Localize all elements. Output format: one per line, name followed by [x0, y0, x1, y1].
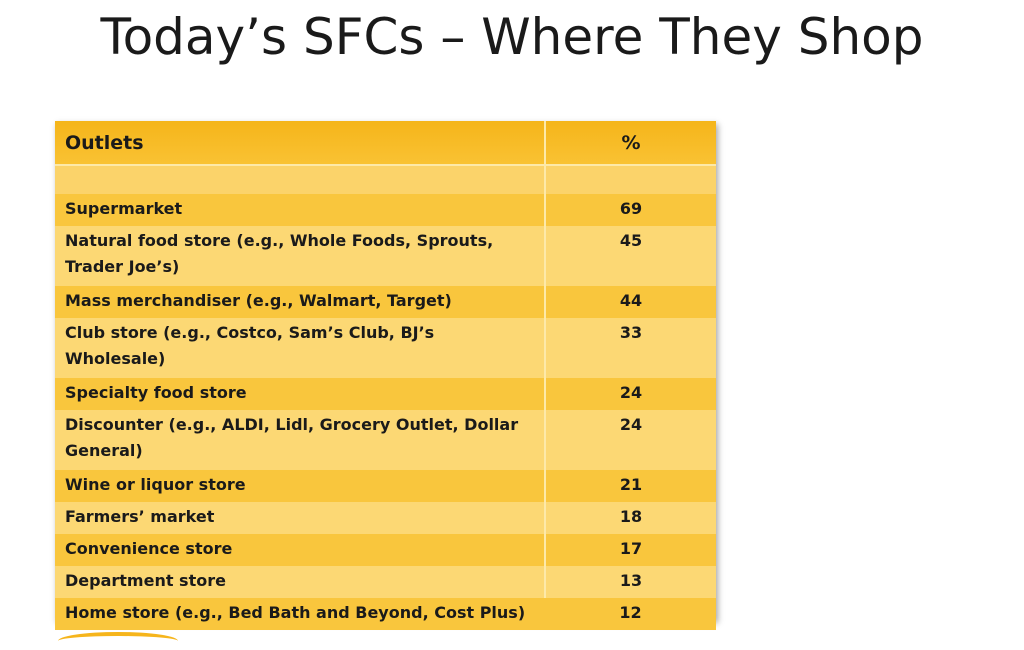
- percent-cell: 21: [544, 470, 716, 502]
- outlet-cell: Discounter (e.g., ALDI, Lidl, Grocery Ou…: [55, 410, 545, 470]
- table-row: Mass merchandiser (e.g., Walmart, Target…: [55, 286, 716, 318]
- table-row: Supermarket 69: [55, 194, 716, 226]
- outlet-cell: Home store (e.g., Bed Bath and Beyond, C…: [55, 598, 545, 630]
- outlet-cell: Wine or liquor store: [55, 470, 545, 502]
- outlet-cell: Specialty food store: [55, 378, 545, 410]
- table-row: Natural food store (e.g., Whole Foods, S…: [55, 226, 716, 286]
- percent-cell: 45: [544, 226, 716, 286]
- percent-cell: 44: [544, 286, 716, 318]
- outlets-table: Outlets % Supermarket 69 Natural food st…: [55, 121, 716, 630]
- table-row: Wine or liquor store 21: [55, 470, 716, 502]
- table-row: Specialty food store 24: [55, 378, 716, 410]
- outlet-cell: Mass merchandiser (e.g., Walmart, Target…: [55, 286, 545, 318]
- percent-cell: 33: [544, 318, 716, 378]
- outlet-cell: Convenience store: [55, 534, 545, 566]
- table-row: Home store (e.g., Bed Bath and Beyond, C…: [55, 598, 716, 630]
- table-row: Convenience store 17: [55, 534, 716, 566]
- header-percent: %: [544, 121, 716, 166]
- slide-title: Today’s SFCs – Where They Shop: [100, 8, 924, 66]
- outlet-cell: Club store (e.g., Costco, Sam’s Club, BJ…: [55, 318, 545, 378]
- table-row: Club store (e.g., Costco, Sam’s Club, BJ…: [55, 318, 716, 378]
- table-row: Discounter (e.g., ALDI, Lidl, Grocery Ou…: [55, 410, 716, 470]
- table-header-row: Outlets %: [55, 121, 716, 166]
- table-blank-row: [55, 165, 716, 194]
- percent-cell: 17: [544, 534, 716, 566]
- percent-cell: 18: [544, 502, 716, 534]
- outlet-cell: Farmers’ market: [55, 502, 545, 534]
- percent-cell: 12: [545, 598, 716, 630]
- table-row: Farmers’ market 18: [55, 502, 716, 534]
- percent-cell: 13: [544, 566, 716, 598]
- table-row: Department store 13: [55, 566, 716, 598]
- outlet-cell: Natural food store (e.g., Whole Foods, S…: [55, 226, 545, 286]
- outlet-cell: Supermarket: [55, 194, 545, 226]
- header-outlets: Outlets: [55, 121, 545, 166]
- percent-cell: 69: [544, 194, 716, 226]
- decorative-arc: [58, 632, 178, 650]
- percent-cell: 24: [544, 378, 716, 410]
- outlet-cell: Department store: [55, 566, 545, 598]
- percent-cell: 24: [544, 410, 716, 470]
